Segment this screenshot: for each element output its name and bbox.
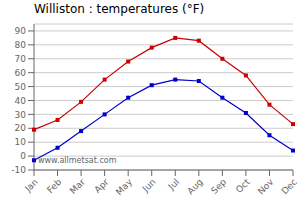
svg-text:50: 50 [15,82,27,92]
svg-text:30: 30 [15,110,27,120]
svg-text:20: 20 [15,123,27,133]
svg-text:90: 90 [15,26,27,36]
svg-text:Jan: Jan [22,177,40,195]
svg-text:Aug: Aug [185,177,205,197]
svg-text:70: 70 [15,54,27,64]
svg-text:Jun: Jun [140,177,158,195]
svg-text:60: 60 [15,68,27,78]
svg-text:10: 10 [15,137,27,147]
svg-text:Mar: Mar [68,177,87,196]
svg-text:0: 0 [20,151,26,161]
svg-text:40: 40 [15,96,27,106]
svg-text:80: 80 [15,40,27,50]
svg-text:Feb: Feb [45,177,64,196]
svg-text:May: May [114,176,135,197]
html-text:Williston : temperatures (°F): Williston : temperatures (°F) [34,2,205,16]
svg-text:Dec: Dec [280,177,297,196]
svg-text:Oct: Oct [234,177,252,195]
svg-text:Jul: Jul [166,177,181,192]
svg-text:Sep: Sep [209,177,228,196]
svg-text:Nov: Nov [256,176,276,196]
html-text:www.allmetsat.com: www.allmetsat.com [38,156,117,165]
svg-text:-10: -10 [11,165,26,175]
svg-text:Apr: Apr [92,177,110,195]
